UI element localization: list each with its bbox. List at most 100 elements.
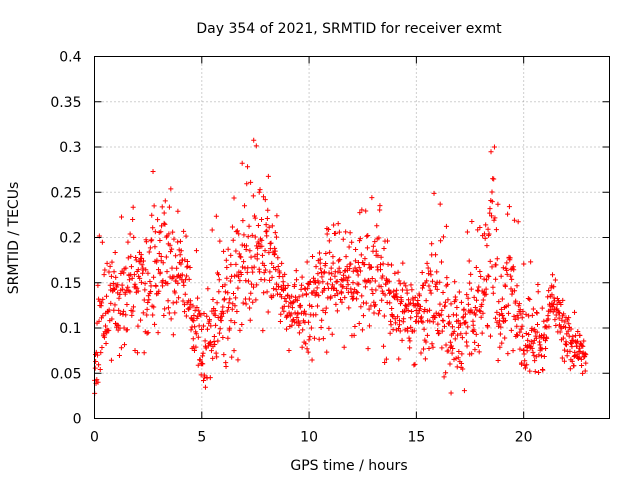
data-point [487, 210, 493, 216]
data-point [437, 201, 443, 207]
data-point [435, 331, 441, 337]
data-point [350, 295, 356, 301]
data-point [310, 253, 316, 259]
data-point [541, 332, 547, 338]
data-point [151, 304, 157, 310]
data-point [204, 326, 210, 332]
data-point [434, 269, 440, 275]
data-point [195, 334, 201, 340]
data-point [277, 270, 283, 276]
data-point [556, 309, 562, 315]
data-point [449, 350, 455, 356]
data-point [409, 287, 415, 293]
data-point [128, 253, 134, 259]
data-point [196, 323, 202, 329]
data-point [435, 321, 441, 327]
data-point [473, 331, 479, 337]
data-point [461, 306, 467, 312]
data-point [111, 287, 117, 293]
data-point [401, 316, 407, 322]
data-point [469, 309, 475, 315]
data-point [182, 291, 188, 297]
data-point [323, 305, 329, 311]
data-point [326, 238, 332, 244]
data-point [582, 351, 588, 357]
data-point [533, 354, 539, 360]
data-point [178, 261, 184, 267]
data-point [489, 199, 495, 205]
data-point [271, 286, 277, 292]
data-point [155, 290, 161, 296]
data-point [256, 189, 262, 195]
data-point [330, 254, 336, 260]
data-point [267, 269, 273, 275]
data-point [307, 334, 313, 340]
data-point [250, 299, 256, 305]
data-point [487, 258, 493, 264]
data-point [238, 254, 244, 260]
data-point [238, 271, 244, 277]
data-point [239, 160, 245, 166]
data-point [480, 310, 486, 316]
data-point [371, 310, 377, 316]
data-point [97, 367, 103, 373]
data-point [429, 241, 435, 247]
data-point [515, 219, 521, 225]
data-point [546, 288, 552, 294]
data-point [282, 271, 288, 277]
data-point [191, 318, 197, 324]
data-point [98, 350, 104, 356]
data-point [337, 257, 343, 263]
data-point [395, 314, 401, 320]
data-point [296, 322, 302, 328]
data-point [277, 319, 283, 325]
data-point [284, 326, 290, 332]
data-point [121, 308, 127, 314]
data-point [504, 271, 510, 277]
data-point [247, 248, 253, 254]
data-point [145, 330, 151, 336]
data-point [569, 358, 575, 364]
data-point [275, 263, 281, 269]
data-point [356, 320, 362, 326]
data-point [262, 248, 268, 254]
data-point [262, 197, 268, 203]
data-point [346, 244, 352, 250]
data-point [433, 252, 439, 258]
data-point [541, 318, 547, 324]
data-point [250, 193, 256, 199]
data-point [439, 328, 445, 334]
data-point [369, 276, 375, 282]
data-point [415, 298, 421, 304]
data-point [292, 282, 298, 288]
y-tick-label: 0.4 [59, 50, 81, 66]
data-point [541, 353, 547, 359]
data-point [160, 283, 166, 289]
data-point [473, 265, 479, 271]
data-point [106, 307, 112, 313]
data-point [502, 318, 508, 324]
data-point [389, 262, 395, 268]
data-point [288, 311, 294, 317]
data-point [358, 252, 364, 258]
data-point [95, 379, 101, 385]
data-point [522, 358, 528, 364]
data-point [408, 324, 414, 330]
data-point [512, 316, 518, 322]
data-point [165, 281, 171, 287]
data-point [412, 294, 418, 300]
y-tick-label: 0.25 [50, 185, 81, 201]
data-point [225, 246, 231, 252]
data-point [382, 292, 388, 298]
data-point [261, 270, 267, 276]
data-point [335, 291, 341, 297]
data-point [229, 224, 235, 230]
data-point [406, 297, 412, 303]
data-point [494, 309, 500, 315]
data-point [357, 210, 363, 216]
data-point [436, 330, 442, 336]
data-point [323, 261, 329, 267]
data-point [388, 322, 394, 328]
data-point [135, 288, 141, 294]
data-point [145, 299, 151, 305]
